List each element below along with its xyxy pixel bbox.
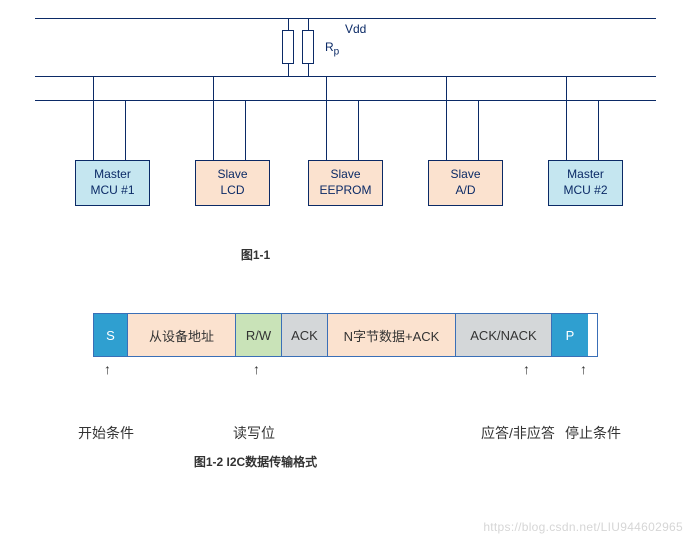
arrow-label: 应答/非应答 <box>481 423 555 443</box>
arrow-label: 停止条件 <box>565 423 621 443</box>
device-pin <box>598 100 599 160</box>
device-pin <box>125 100 126 160</box>
arrow-label: 开始条件 <box>78 423 134 443</box>
arrow-icon: ↑ <box>253 361 260 377</box>
frame-arrow-labels: 开始条件读写位应答/非应答停止条件 <box>93 393 598 419</box>
device-pin <box>478 100 479 160</box>
device-pin <box>446 76 447 160</box>
i2c-frame: S从设备地址R/WACKN字节数据+ACKACK/NACKP <box>93 313 598 357</box>
r2-to-bus <box>308 64 309 76</box>
arrow-icon: ↑ <box>104 361 111 377</box>
r2-to-vdd <box>308 18 309 30</box>
frame-cell: P <box>552 314 588 356</box>
device-pin <box>93 76 94 160</box>
arrow-icon: ↑ <box>523 361 530 377</box>
figure1-caption: 图1-1 <box>0 246 691 263</box>
sda-line <box>35 76 656 77</box>
arrow-label: 读写位 <box>233 423 275 443</box>
frame-cell: ACK <box>282 314 328 356</box>
frame-cell: N字节数据+ACK <box>328 314 456 356</box>
slave-device: SlaveEEPROM <box>308 160 383 206</box>
slave-device: SlaveA/D <box>428 160 503 206</box>
rp-label: Rp <box>325 40 339 57</box>
pullup-resistor-2 <box>302 30 314 64</box>
figure2-caption: 图1-2 I2C数据传输格式 <box>0 453 691 470</box>
i2c-frame-diagram: S从设备地址R/WACKN字节数据+ACKACK/NACKP ↑ ↑ ↑ ↑ 开始条件… <box>0 313 691 419</box>
arrow-icon: ↑ <box>580 361 587 377</box>
frame-cell: 从设备地址 <box>128 314 236 356</box>
r1-to-bus <box>288 64 289 76</box>
device-pin <box>358 100 359 160</box>
master-device: MasterMCU #2 <box>548 160 623 206</box>
scl-line <box>35 100 656 101</box>
device-pin <box>326 76 327 160</box>
frame-cell: S <box>94 314 128 356</box>
device-pin <box>566 76 567 160</box>
pullup-resistor-1 <box>282 30 294 64</box>
i2c-bus-diagram: Vdd Rp MasterMCU #1 SlaveLCD SlaveEEPROM Sl… <box>0 0 691 240</box>
frame-arrows: ↑ ↑ ↑ ↑ <box>93 361 598 389</box>
master-device: MasterMCU #1 <box>75 160 150 206</box>
vdd-line <box>35 18 656 19</box>
device-pin <box>213 76 214 160</box>
device-pin <box>245 100 246 160</box>
r1-to-vdd <box>288 18 289 30</box>
slave-device: SlaveLCD <box>195 160 270 206</box>
watermark: https://blog.csdn.net/LIU944602965 <box>483 520 683 534</box>
vdd-label: Vdd <box>345 22 366 36</box>
frame-cell: ACK/NACK <box>456 314 552 356</box>
frame-cell: R/W <box>236 314 282 356</box>
